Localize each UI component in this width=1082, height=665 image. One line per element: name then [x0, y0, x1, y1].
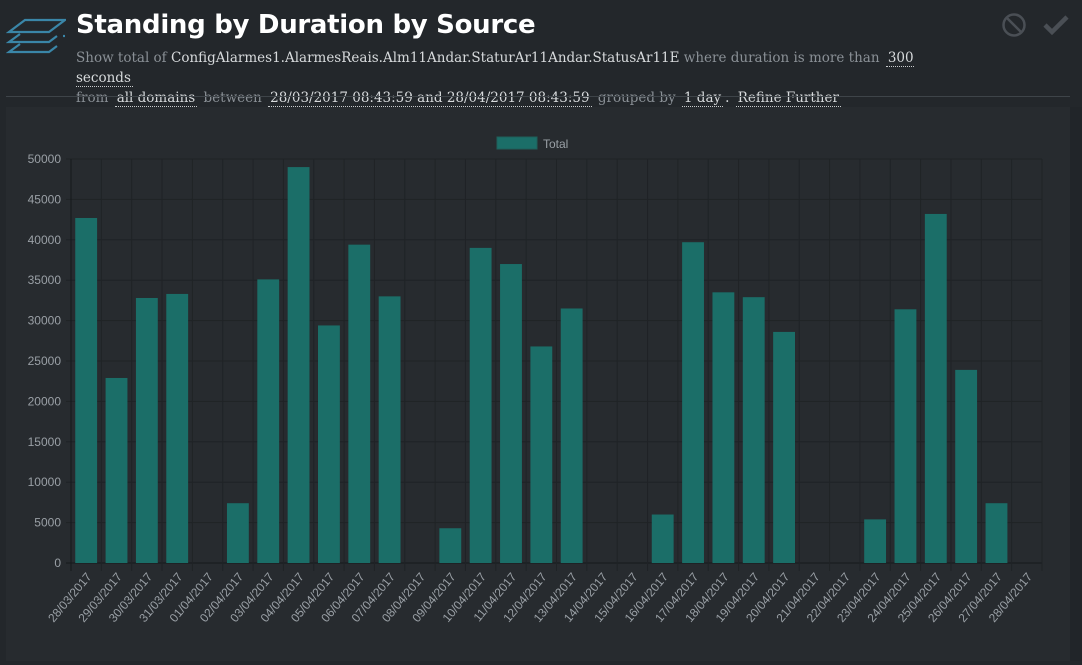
- grid: [66, 158, 1043, 571]
- bar-27-04-2017[interactable]: [985, 503, 1008, 563]
- bar-23-04-2017[interactable]: [864, 519, 887, 563]
- bar-12-04-2017[interactable]: [530, 346, 553, 563]
- ban-icon[interactable]: [1000, 11, 1028, 39]
- y-tick-label: 5000: [34, 516, 61, 530]
- bar-30-03-2017[interactable]: [135, 297, 158, 563]
- legend: Total: [496, 136, 568, 151]
- y-tick-label: 30000: [28, 314, 62, 328]
- y-tick-label: 50000: [28, 152, 62, 166]
- date-range-link[interactable]: 28/03/2017 08:43:59 and 28/04/2017 08:43…: [268, 90, 592, 107]
- bar-chart: 0 5000 10000 15000 20000 25000 30000 35000 40000…: [28, 136, 1043, 625]
- domains-link[interactable]: all domains: [114, 90, 198, 107]
- y-tick-label: 25000: [28, 354, 62, 368]
- bar-16-04-2017[interactable]: [651, 514, 674, 563]
- y-tick-label: 40000: [28, 233, 62, 247]
- desc-from: from: [76, 90, 109, 106]
- bar-17-04-2017[interactable]: [682, 242, 704, 563]
- y-tick-label: 45000: [28, 192, 62, 206]
- y-tick-label: 0: [54, 556, 61, 570]
- bar-10-04-2017[interactable]: [469, 247, 492, 563]
- refine-further-link[interactable]: Refine Further: [735, 90, 841, 107]
- bar-31-03-2017[interactable]: [166, 293, 189, 563]
- y-axis: 0 5000 10000 15000 20000 25000 30000 35000 40000…: [28, 152, 62, 570]
- check-icon[interactable]: [1042, 11, 1070, 39]
- bar-26-04-2017[interactable]: [955, 369, 978, 563]
- bar-04-04-2017[interactable]: [287, 167, 310, 563]
- group-link[interactable]: 1 day: [681, 90, 724, 107]
- bar-25-04-2017[interactable]: [924, 213, 947, 563]
- chart-panel: 0 5000 10000 15000 20000 25000 30000 35000 40000…: [6, 107, 1070, 661]
- header-actions: [1000, 11, 1070, 39]
- bar-24-04-2017[interactable]: [894, 309, 917, 563]
- bar-19-04-2017[interactable]: [742, 297, 765, 563]
- header: Standing by Duration by Source Show tota…: [0, 0, 1082, 107]
- bar-09-04-2017[interactable]: [439, 528, 462, 563]
- bar-29-03-2017[interactable]: [105, 377, 128, 563]
- y-tick-label: 10000: [28, 475, 62, 489]
- desc-where-duration: where duration is more than: [683, 50, 880, 66]
- bar-18-04-2017[interactable]: [712, 292, 735, 563]
- desc-between: between: [203, 90, 262, 106]
- bar-03-04-2017[interactable]: [257, 279, 280, 563]
- y-tick-label: 15000: [28, 435, 62, 449]
- desc-show-total: Show total of: [76, 50, 167, 66]
- x-axis: 28/03/201729/03/201730/03/201731/03/2017…: [45, 570, 1035, 625]
- y-tick-label: 20000: [28, 394, 62, 408]
- legend-label-total: Total: [543, 137, 568, 151]
- bars: [75, 167, 1008, 563]
- page-title: Standing by Duration by Source: [76, 10, 536, 40]
- bar-28-03-2017[interactable]: [75, 217, 98, 563]
- desc-grouped-by: grouped by: [597, 90, 676, 106]
- bar-20-04-2017[interactable]: [773, 331, 796, 563]
- bar-06-04-2017[interactable]: [348, 244, 371, 563]
- duration-link[interactable]: 300 seconds: [76, 50, 914, 87]
- bar-13-04-2017[interactable]: [560, 308, 583, 563]
- source-name: ConfigAlarmes1.AlarmesReais.Alm11Andar.S…: [170, 50, 680, 66]
- desc-period: .: [725, 90, 730, 106]
- query-description: Show total of ConfigAlarmes1.AlarmesReai…: [76, 48, 976, 108]
- layers-icon: [5, 16, 69, 62]
- legend-swatch-total[interactable]: [496, 136, 538, 150]
- y-tick-label: 35000: [28, 273, 62, 287]
- bar-07-04-2017[interactable]: [378, 296, 401, 563]
- bar-02-04-2017[interactable]: [226, 503, 249, 563]
- bar-05-04-2017[interactable]: [317, 325, 340, 563]
- bar-11-04-2017[interactable]: [500, 264, 522, 563]
- scrollbar-track[interactable]: [1070, 107, 1082, 661]
- header-divider: [6, 96, 1070, 97]
